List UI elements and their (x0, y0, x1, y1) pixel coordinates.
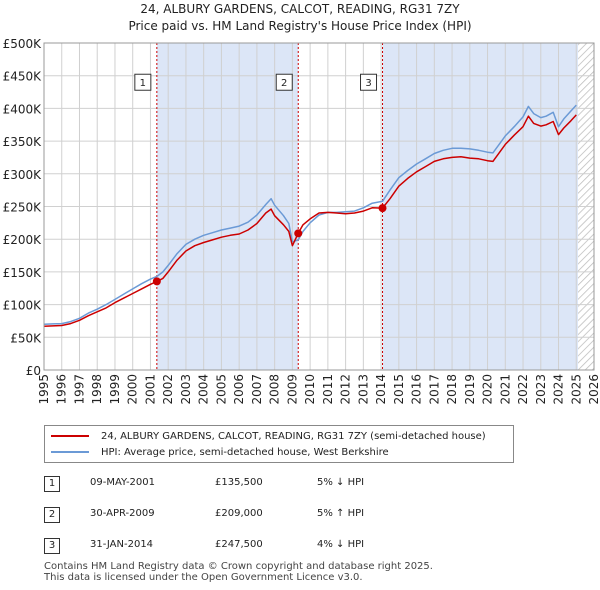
plot-border (43, 42, 595, 371)
sale-price: £209,000 (215, 508, 263, 519)
sale-hpi-diff: 4% ↓ HPI (317, 539, 365, 550)
sale-label-number: 3 (365, 78, 371, 89)
sale-date: 31-JAN-2014 (90, 539, 154, 550)
x-tick-label: 2010 (303, 374, 317, 405)
chart-subtitle: Price paid vs. HM Land Registry's House … (128, 19, 472, 33)
price-line-swatch (51, 435, 89, 437)
y-tick-label: £150K (3, 266, 43, 280)
y-tick-label: £350K (3, 135, 43, 149)
sale-label-box (360, 73, 378, 91)
x-tick-label: 2011 (321, 374, 335, 405)
y-tick-label: £0 (26, 364, 41, 378)
x-tick-label: 2003 (179, 374, 193, 405)
sale-date: 30-APR-2009 (90, 508, 155, 519)
y-tick-label: £400K (3, 102, 43, 116)
x-tick-label: 2025 (569, 374, 583, 405)
legend-item-price: 24, ALBURY GARDENS, CALCOT, READING, RG3… (51, 428, 486, 444)
x-tick-label: 2017 (427, 374, 441, 405)
x-tick-label: 2008 (268, 374, 282, 405)
sale-label-number: 2 (281, 78, 287, 89)
x-tick-label: 2005 (214, 374, 228, 405)
x-tick-label: 2004 (197, 374, 211, 405)
sale-point (378, 204, 387, 213)
sale-number-badge: 2 (44, 507, 60, 523)
sale-number-badge: 3 (44, 538, 60, 554)
footer-licence: This data is licensed under the Open Gov… (44, 572, 363, 583)
x-tick-label: 2023 (534, 374, 548, 405)
x-tick-label: 1998 (90, 374, 104, 405)
x-tick-label: 2019 (463, 374, 477, 405)
x-tick-label: 2007 (250, 374, 264, 405)
x-tick-label: 2013 (356, 374, 370, 405)
x-tick-label: 2024 (552, 374, 566, 405)
chart-title: 24, ALBURY GARDENS, CALCOT, READING, RG3… (140, 2, 460, 16)
x-tick-label: 2016 (410, 374, 424, 405)
price-paid-line (43, 114, 577, 327)
y-tick-label: £250K (3, 201, 43, 215)
x-tick-label: 2000 (126, 374, 140, 405)
x-tick-label: 2006 (232, 374, 246, 405)
sale-date: 09-MAY-2001 (90, 477, 156, 488)
x-tick-label: 1996 (55, 374, 69, 405)
sale-point (294, 229, 303, 238)
x-tick-label: 1997 (72, 374, 86, 405)
sale-number-badge: 1 (44, 476, 60, 492)
sale-row-1: 1 09-MAY-2001 £135,500 5% ↓ HPI (44, 473, 444, 495)
x-tick-label: 2026 (587, 374, 600, 405)
y-tick-label: £50K (10, 331, 42, 345)
hpi-line-swatch (51, 451, 89, 453)
sale-price: £135,500 (215, 477, 263, 488)
legend-hpi-label: HPI: Average price, semi-detached house,… (101, 446, 389, 458)
y-tick-label: £200K (3, 233, 43, 247)
x-tick-label: 1995 (37, 374, 51, 405)
chart-legend: 24, ALBURY GARDENS, CALCOT, READING, RG3… (44, 425, 514, 463)
y-tick-label: £100K (3, 299, 43, 313)
sale-label-box (275, 73, 293, 91)
x-tick-label: 2018 (445, 374, 459, 405)
x-tick-label: 2009 (285, 374, 299, 405)
x-tick-label: 2022 (516, 374, 530, 405)
sale-point (152, 277, 161, 286)
y-tick-label: £450K (3, 70, 43, 84)
sale-hpi-diff: 5% ↑ HPI (317, 508, 365, 519)
legend-price-label: 24, ALBURY GARDENS, CALCOT, READING, RG3… (101, 430, 486, 442)
sale-label-box (134, 73, 152, 91)
x-tick-label: 2015 (392, 374, 406, 405)
sale-price: £247,500 (215, 539, 263, 550)
legend-item-hpi: HPI: Average price, semi-detached house,… (51, 444, 389, 460)
x-tick-label: 2020 (481, 374, 495, 405)
sale-row-3: 3 31-JAN-2014 £247,500 4% ↓ HPI (44, 535, 444, 557)
x-tick-label: 2001 (143, 374, 157, 405)
price-chart: 1 2 3 £0 £50K £100K £150K £200K £250K £300K £350K £… (3, 37, 600, 405)
x-tick-label: 2002 (161, 374, 175, 405)
footer-copyright: Contains HM Land Registry data © Crown c… (44, 561, 433, 572)
x-tick-label: 1999 (108, 374, 122, 405)
x-tick-label: 2012 (339, 374, 353, 405)
x-tick-label: 2014 (374, 374, 388, 405)
hpi-line (43, 104, 577, 325)
sale-hpi-diff: 5% ↓ HPI (317, 477, 365, 488)
x-tick-label: 2021 (498, 374, 512, 405)
sale-label-number: 1 (140, 78, 146, 89)
sale-row-2: 2 30-APR-2009 £209,000 5% ↑ HPI (44, 504, 444, 526)
y-tick-label: £300K (3, 168, 43, 182)
y-tick-label: £500K (3, 37, 43, 51)
